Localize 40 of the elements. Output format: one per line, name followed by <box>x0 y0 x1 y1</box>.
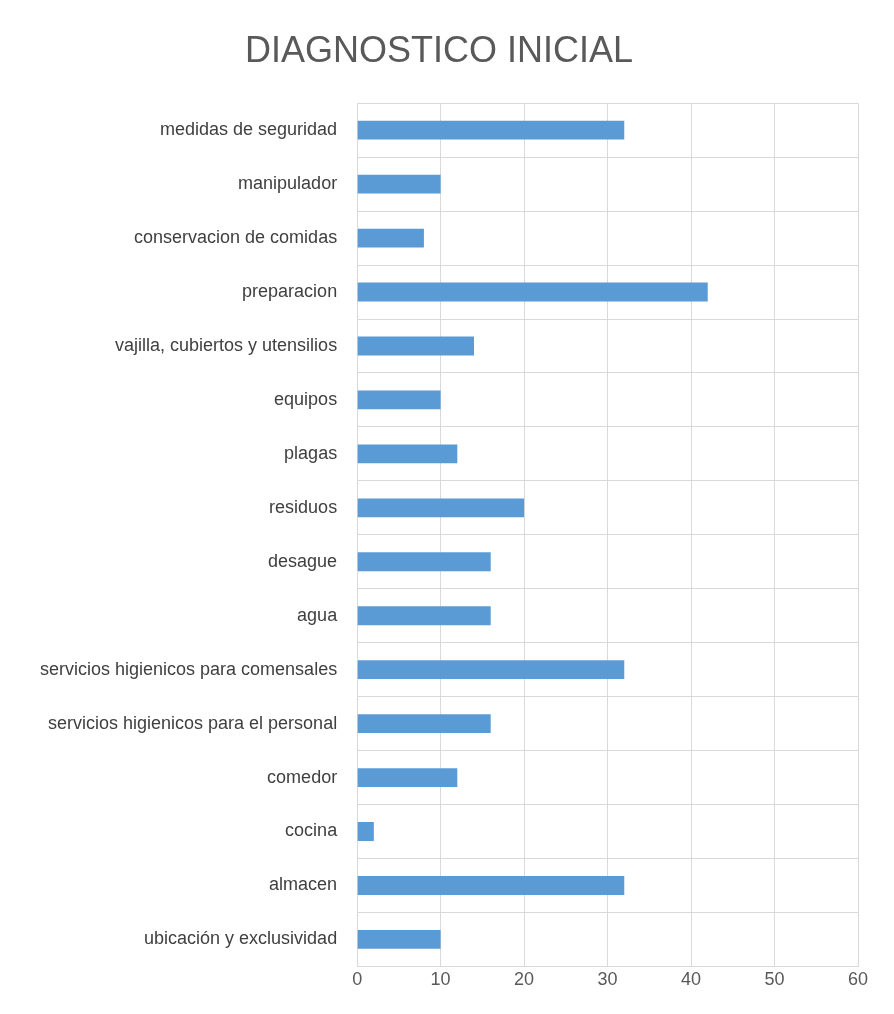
y-tick-label: plagas <box>284 442 338 463</box>
y-tick-label: equipos <box>274 388 338 409</box>
bar <box>357 228 424 248</box>
y-tick-label: almacen <box>269 874 338 895</box>
bar <box>357 390 441 410</box>
y-tick-label: comedor <box>267 766 338 787</box>
y-tick-label: conservacion de comidas <box>134 227 338 248</box>
y-tick-label: preparacion <box>242 280 338 301</box>
y-tick-label: ubicación y exclusividad <box>144 928 338 949</box>
x-tick-label: 40 <box>681 969 702 990</box>
x-tick-label: 30 <box>597 969 618 990</box>
y-tick-label: residuos <box>269 496 338 517</box>
bar <box>357 174 441 194</box>
bar <box>357 552 491 572</box>
bar <box>357 768 458 788</box>
bar <box>357 660 625 680</box>
bar <box>357 876 625 895</box>
bar <box>357 822 374 841</box>
y-tick-label: servicios higienicos para el personal <box>47 712 338 733</box>
y-tick-label: medidas de seguridad <box>160 119 338 140</box>
x-tick-label: 10 <box>430 969 451 990</box>
bar <box>357 929 441 949</box>
bar <box>357 444 458 464</box>
x-tick-label: 0 <box>352 969 363 990</box>
bar <box>357 714 491 734</box>
x-tick-label: 20 <box>514 969 535 990</box>
y-tick-label: manipulador <box>238 173 338 194</box>
bar <box>357 120 625 140</box>
x-tick-label: 60 <box>847 969 869 990</box>
y-tick-label: servicios higienicos para comensales <box>40 658 338 679</box>
bar <box>357 336 475 356</box>
bar <box>357 498 525 518</box>
bar <box>357 606 491 626</box>
x-tick-label: 50 <box>764 969 785 990</box>
y-tick-label: agua <box>297 604 339 625</box>
y-tick-label: vajilla, cubiertos y utensilios <box>115 334 338 355</box>
y-tick-label: desague <box>268 550 338 571</box>
bar <box>357 282 708 302</box>
y-tick-label: cocina <box>285 820 339 841</box>
chart-title: DIAGNOSTICO INICIAL <box>244 28 634 70</box>
